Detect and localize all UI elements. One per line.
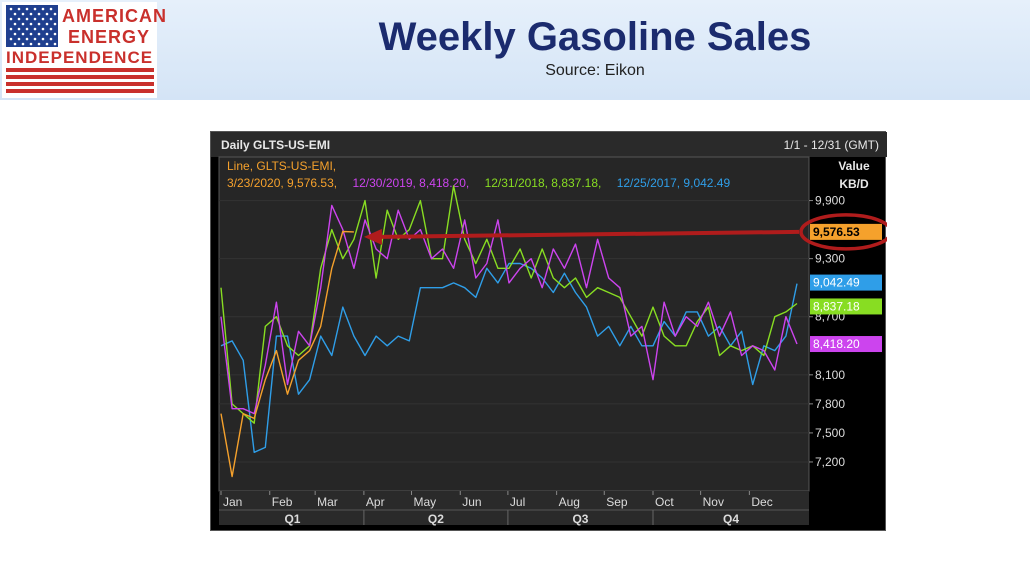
last-value-label: 9,576.53 xyxy=(813,225,860,239)
legend-item-2017: 12/25/2017, 9,042.49 xyxy=(617,176,731,190)
brand-logo: AMERICAN ENERGY INDEPENDENCE xyxy=(2,2,166,98)
panel-title-bar xyxy=(211,132,887,157)
x-month-label: Oct xyxy=(655,495,674,509)
x-month-label: Apr xyxy=(366,495,385,509)
legend-header: Line, GLTS-US-EMI, xyxy=(227,159,336,173)
legend-item-2020: 3/23/2020, 9,576.53, xyxy=(227,176,337,190)
series-line-3-23-2020 xyxy=(220,230,354,478)
last-value-tag xyxy=(810,274,882,291)
annotation-arrow-shaft xyxy=(375,229,800,239)
x-month-label: Feb xyxy=(272,495,293,509)
last-value-tag xyxy=(810,336,882,353)
y-tick-label: 7,200 xyxy=(815,455,845,469)
date-range: 1/1 - 12/31 (GMT) xyxy=(784,138,879,152)
y-tick-label: 7,800 xyxy=(815,397,845,411)
last-value-label: 8,418.20 xyxy=(813,337,860,351)
us-flag-icon xyxy=(6,5,58,47)
y-tick-label: 9,900 xyxy=(815,194,845,208)
x-month-label: Jul xyxy=(510,495,525,509)
axis-title-value: Value xyxy=(838,159,870,173)
last-value-tag xyxy=(810,298,882,315)
header-band xyxy=(0,0,1030,100)
x-quarter-label: Q1 xyxy=(284,512,300,526)
axis-title-unit: KB/D xyxy=(839,177,869,191)
legend-item-2019: 12/30/2019, 8,418.20, xyxy=(352,176,469,190)
page-subtitle: Source: Eikon xyxy=(545,62,645,79)
x-quarter-label: Q4 xyxy=(723,512,739,526)
logo-line-american: AMERICAN xyxy=(62,6,167,26)
last-value-label: 8,837.18 xyxy=(813,299,860,313)
logo-line-independence: INDEPENDENCE xyxy=(6,48,154,67)
x-month-label: Jun xyxy=(462,495,481,509)
x-month-label: Sep xyxy=(606,495,628,509)
series-line-12-30-2019 xyxy=(220,204,798,415)
page-title: Weekly Gasoline Sales xyxy=(378,15,812,59)
panel-title: Daily GLTS-US-EMI xyxy=(221,138,330,152)
y-tick-label: 8,100 xyxy=(815,368,845,382)
x-axis-band xyxy=(219,491,809,525)
highlight-circle xyxy=(799,213,887,251)
logo-stripes xyxy=(6,68,154,93)
x-month-label: Mar xyxy=(317,495,338,509)
x-month-label: Jan xyxy=(223,495,242,509)
x-month-label: Aug xyxy=(559,495,580,509)
x-quarter-label: Q3 xyxy=(572,512,588,526)
chart-panel: Daily GLTS-US-EMI 1/1 - 12/31 (GMT) Valu… xyxy=(210,131,887,531)
x-month-label: Dec xyxy=(751,495,772,509)
annotation-arrow-head xyxy=(363,228,382,245)
legend-item-2018: 12/31/2018, 8,837.18, xyxy=(485,176,602,190)
logo-line-energy: ENERGY xyxy=(68,27,151,47)
last-value-label: 9,042.49 xyxy=(813,276,860,290)
x-quarter-label: Q2 xyxy=(428,512,444,526)
legend-row: 3/23/2020, 9,576.53, 12/30/2019, 8,418.2… xyxy=(227,176,730,190)
last-value-tag xyxy=(810,223,882,240)
x-month-label: May xyxy=(414,495,437,509)
x-month-label: Nov xyxy=(703,495,724,509)
y-tick-label: 7,500 xyxy=(815,426,845,440)
y-tick-label: 9,300 xyxy=(815,252,845,266)
gasoline-sales-chart: Daily GLTS-US-EMI 1/1 - 12/31 (GMT) Valu… xyxy=(211,132,887,526)
plot-area xyxy=(219,157,809,491)
